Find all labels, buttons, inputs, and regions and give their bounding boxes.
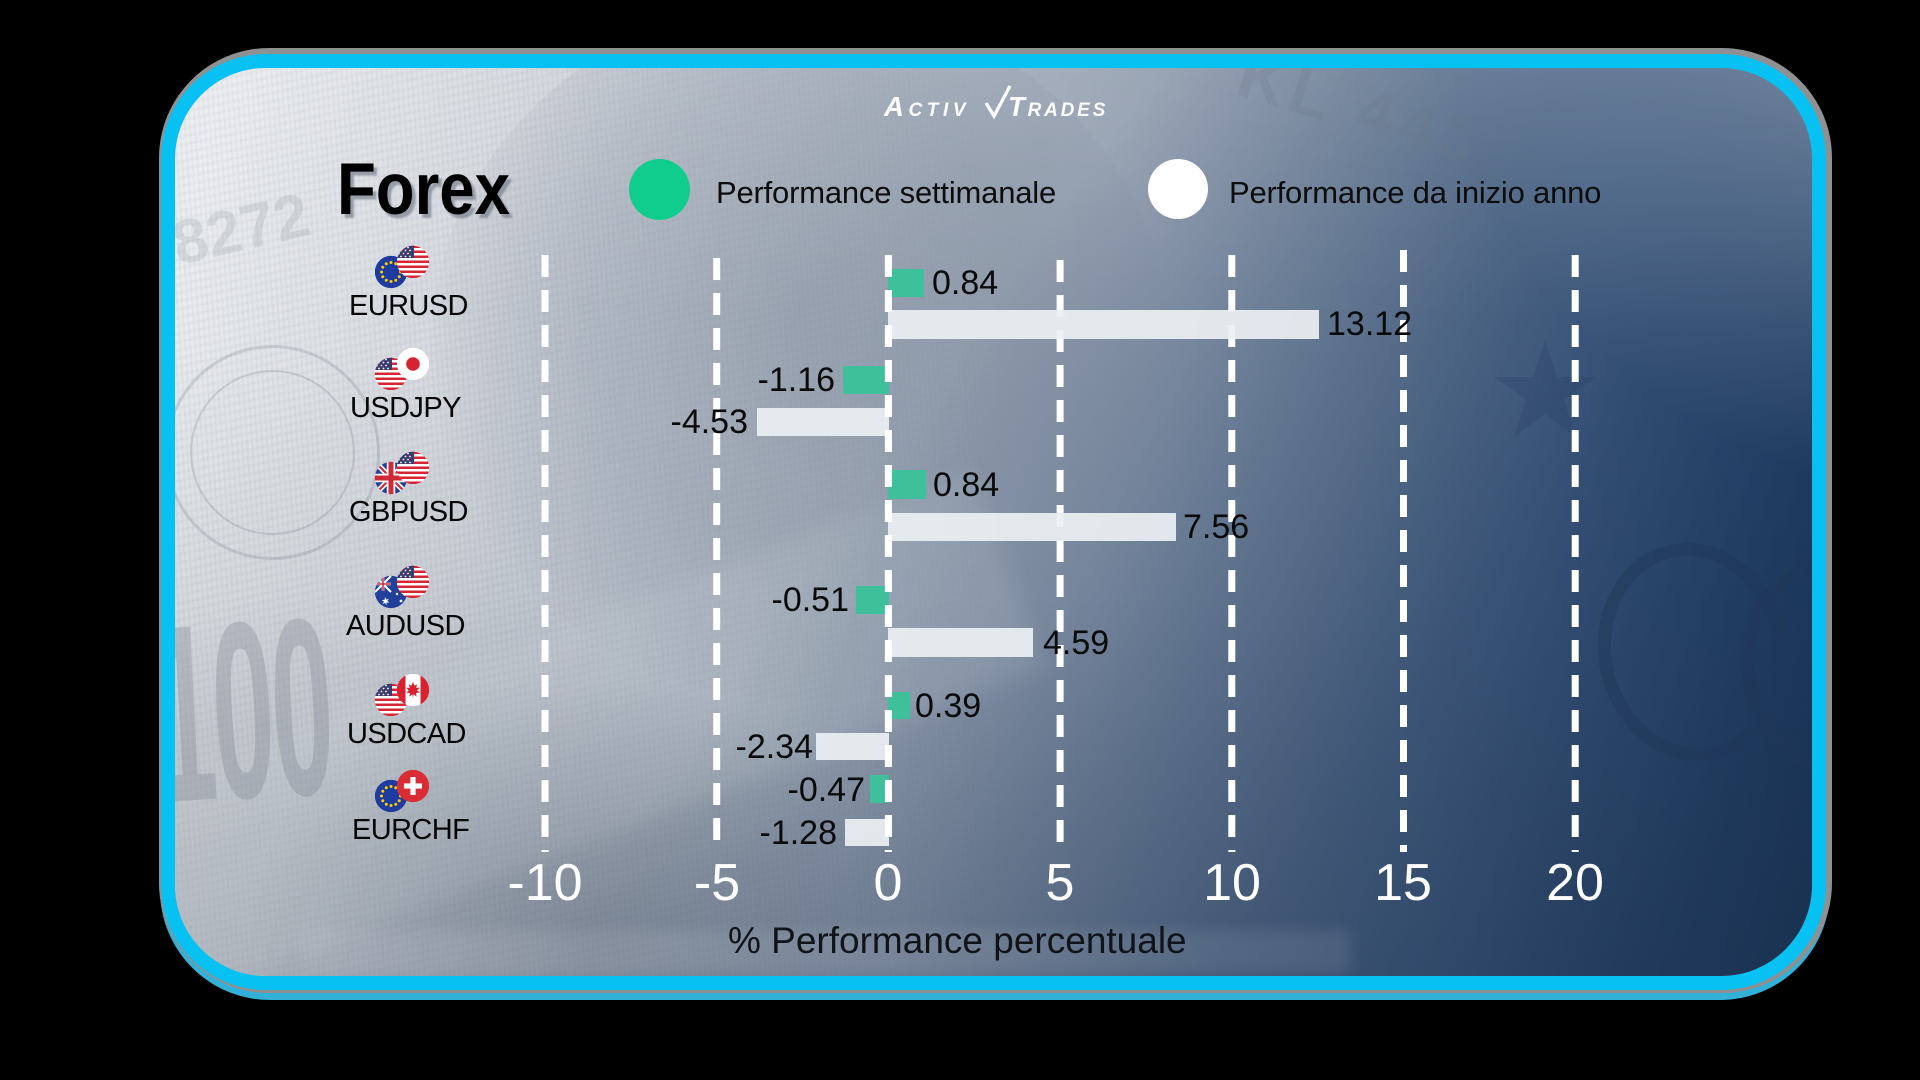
svg-text:Trades: Trades [1008, 91, 1108, 122]
svg-text:Activ: Activ [884, 91, 970, 122]
svg-text:100: 100 [161, 567, 338, 857]
